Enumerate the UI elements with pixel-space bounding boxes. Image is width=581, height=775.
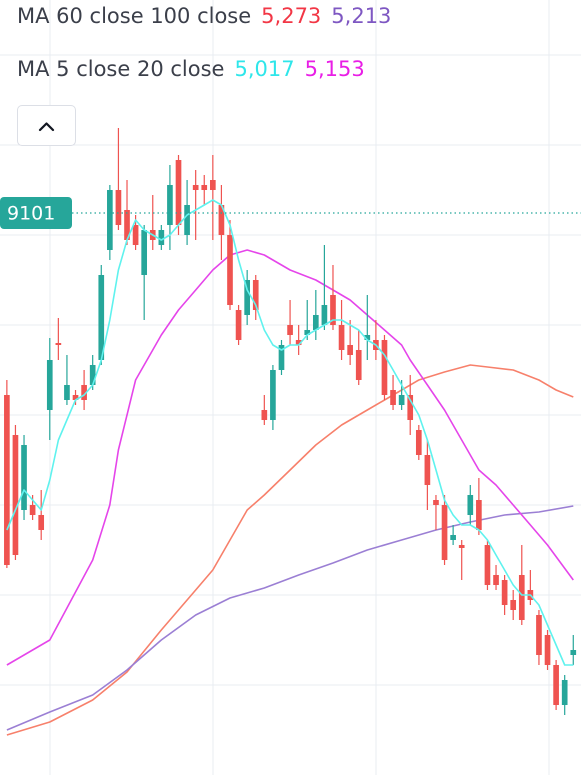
candle-body xyxy=(536,615,542,655)
candle-body xyxy=(21,445,27,510)
candle-body xyxy=(287,325,293,335)
collapse-button[interactable] xyxy=(17,105,76,146)
candle-body xyxy=(390,390,396,405)
candle-body xyxy=(244,280,250,315)
candle-body xyxy=(210,180,216,190)
candle-body xyxy=(304,330,311,335)
candle-body xyxy=(544,635,551,665)
legend-row: MA 60 close 100 close 5,273 5,213 xyxy=(17,4,391,28)
candle-body xyxy=(175,160,182,225)
candle-body xyxy=(347,345,353,355)
x-grid xyxy=(49,0,550,775)
legend-value: 5,153 xyxy=(304,57,365,81)
legend-value: 5,017 xyxy=(234,57,295,81)
candle-body xyxy=(184,205,190,235)
candle-body xyxy=(81,385,87,400)
candle-body xyxy=(433,500,439,505)
chevron xyxy=(38,122,55,132)
ma-line xyxy=(6,199,574,666)
candle-body xyxy=(89,365,96,385)
candle-body xyxy=(484,545,491,585)
candle-body xyxy=(107,190,113,250)
candle-body xyxy=(458,545,465,548)
candle-body xyxy=(124,210,130,240)
candle-body xyxy=(252,280,259,310)
candle-body xyxy=(467,495,474,515)
candle-body xyxy=(476,500,482,530)
candle-body xyxy=(278,345,285,370)
candle-body xyxy=(561,680,568,705)
candle-body xyxy=(501,580,508,605)
candle-body xyxy=(355,350,362,380)
candle-body xyxy=(72,395,79,400)
legend-title: MA 5 close 20 close xyxy=(17,57,225,81)
candle-body xyxy=(29,505,36,515)
candle-body xyxy=(235,310,242,340)
candle-body xyxy=(115,190,122,225)
candle-body xyxy=(98,275,105,360)
candle-body xyxy=(167,185,173,225)
candle-body xyxy=(312,315,319,330)
candle-body xyxy=(450,535,456,540)
candle-body xyxy=(12,435,19,555)
candle-body xyxy=(192,185,199,190)
price-label: 9101 xyxy=(7,203,55,225)
candle-body xyxy=(510,600,517,610)
legend-value: 5,273 xyxy=(261,4,322,28)
candle-body xyxy=(338,325,345,350)
candle-body xyxy=(570,650,577,655)
price-label-box xyxy=(0,197,72,229)
candle-body xyxy=(158,230,165,245)
candle-body xyxy=(218,205,225,235)
candle-body xyxy=(398,395,405,405)
candle-body xyxy=(553,665,559,705)
candle-body xyxy=(4,395,10,565)
candle-body xyxy=(141,230,148,275)
candle-body xyxy=(493,575,499,585)
candle-body xyxy=(201,185,208,190)
candle-body xyxy=(64,385,70,400)
candle-body xyxy=(55,343,62,345)
legend-value: 5,213 xyxy=(331,4,392,28)
candle-body xyxy=(295,340,302,345)
candle-body xyxy=(270,370,276,420)
candle-body xyxy=(227,235,233,305)
candle-body xyxy=(424,455,431,485)
chevron-icon xyxy=(38,122,55,132)
candle-body xyxy=(46,360,53,410)
candle-body xyxy=(518,575,525,620)
candle-body xyxy=(330,295,336,325)
candle-body xyxy=(38,515,45,530)
candle-body xyxy=(441,505,448,560)
candle-body xyxy=(407,395,414,420)
candle-body xyxy=(364,335,371,340)
candle-body xyxy=(415,430,422,455)
candle-body xyxy=(132,225,139,245)
candle-body xyxy=(321,305,328,325)
legend-title: MA 60 close 100 close xyxy=(17,4,252,28)
ma-line xyxy=(6,505,574,731)
candle-body xyxy=(381,340,388,395)
ma-line xyxy=(6,364,574,736)
candle-body xyxy=(261,410,268,420)
legend-row: MA 5 close 20 close 5,017 5,153 xyxy=(17,57,365,81)
